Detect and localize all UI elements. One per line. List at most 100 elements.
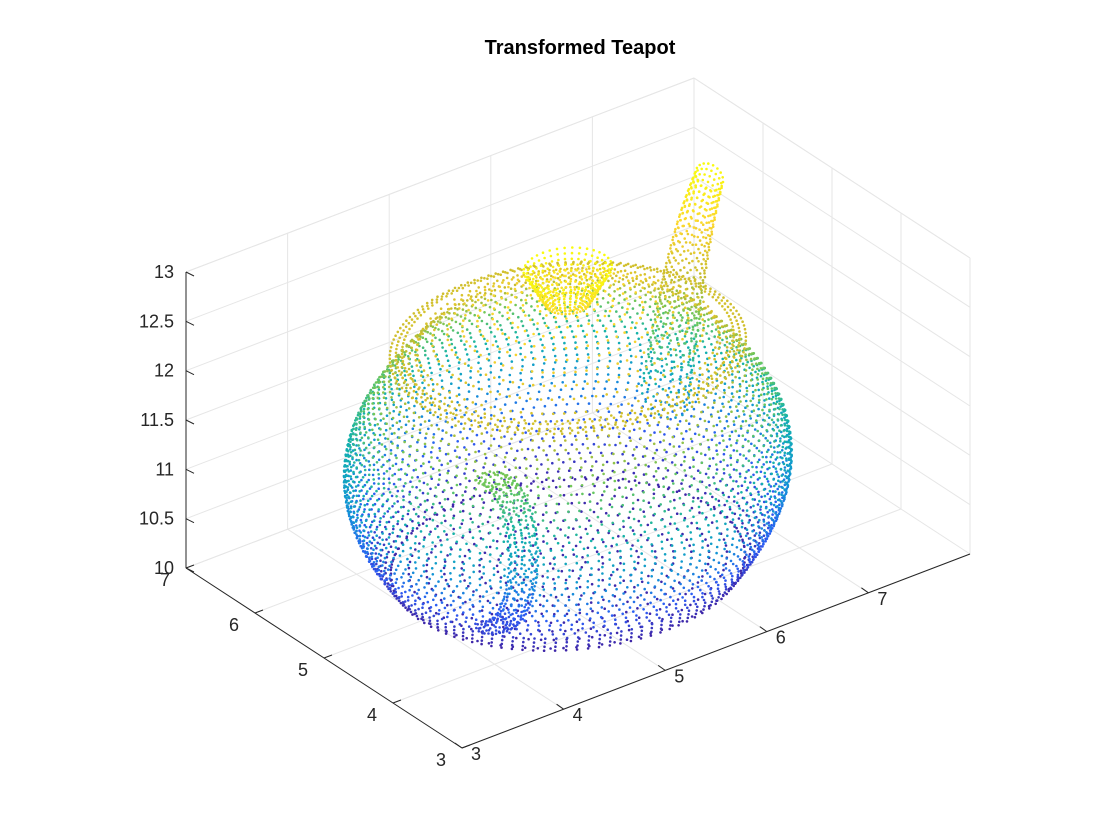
teapot-point <box>659 291 663 294</box>
teapot-point <box>646 602 649 606</box>
teapot-point <box>533 357 537 361</box>
teapot-point <box>576 293 579 297</box>
teapot-point <box>431 304 434 307</box>
teapot-point <box>634 484 638 487</box>
teapot-point <box>644 400 647 403</box>
teapot-point <box>608 577 611 580</box>
teapot-point <box>628 510 632 514</box>
teapot-point <box>434 336 437 340</box>
teapot-point <box>629 526 632 529</box>
teapot-point <box>551 265 555 269</box>
teapot-point <box>446 611 450 615</box>
teapot-point <box>690 233 694 237</box>
teapot-point <box>353 531 357 534</box>
teapot-point <box>407 393 410 397</box>
teapot-point <box>568 569 571 572</box>
teapot-point <box>590 254 594 257</box>
teapot-point <box>693 352 697 355</box>
teapot-point <box>642 308 645 312</box>
teapot-point <box>526 447 530 451</box>
teapot-point <box>511 312 515 316</box>
teapot-point <box>435 301 439 304</box>
teapot-point <box>499 368 503 372</box>
teapot-point <box>384 447 388 451</box>
teapot-point <box>566 419 570 423</box>
teapot-point <box>631 501 635 505</box>
teapot-point <box>562 493 566 497</box>
teapot-point <box>521 648 524 652</box>
teapot-point <box>430 567 434 570</box>
teapot-point <box>573 632 577 635</box>
teapot-point <box>532 406 536 409</box>
teapot-point <box>642 473 646 476</box>
teapot-point <box>496 390 500 393</box>
teapot-point <box>653 336 657 339</box>
teapot-point <box>581 308 585 312</box>
teapot-point <box>421 472 425 475</box>
teapot-point <box>516 599 519 602</box>
teapot-point <box>423 510 427 514</box>
teapot-point <box>398 410 402 414</box>
teapot-point <box>363 523 367 527</box>
teapot-point <box>581 492 584 496</box>
teapot-point <box>361 404 364 408</box>
teapot-point <box>459 580 462 583</box>
teapot-point <box>611 536 615 540</box>
teapot-point <box>564 353 568 357</box>
teapot-point <box>649 346 653 350</box>
teapot-point <box>456 331 460 335</box>
teapot-point <box>531 544 535 547</box>
teapot-point <box>446 481 450 484</box>
teapot-point <box>592 427 596 430</box>
teapot-point <box>489 292 493 296</box>
teapot-point <box>430 551 433 554</box>
teapot-point <box>502 604 506 608</box>
teapot-point <box>375 525 379 529</box>
teapot-point <box>666 538 669 541</box>
teapot-point <box>369 423 372 427</box>
teapot-point <box>464 490 467 493</box>
teapot-point <box>702 285 705 289</box>
teapot-point <box>606 407 609 410</box>
teapot-point <box>624 620 628 624</box>
teapot-point <box>574 335 578 338</box>
teapot-point <box>480 403 483 407</box>
teapot-point <box>583 335 587 338</box>
teapot-point <box>376 438 380 442</box>
teapot-point <box>409 502 413 505</box>
teapot-point <box>509 489 513 493</box>
teapot-point <box>391 550 395 554</box>
teapot-point <box>504 617 508 620</box>
teapot-point <box>524 264 527 267</box>
teapot-point <box>589 468 593 472</box>
teapot-point <box>531 556 535 559</box>
teapot-point <box>494 629 498 632</box>
teapot-point <box>534 581 538 584</box>
teapot-point <box>667 386 671 390</box>
teapot-point <box>553 271 556 274</box>
teapot-point <box>359 410 363 413</box>
teapot-point <box>433 328 436 332</box>
teapot-point <box>464 411 468 414</box>
teapot-point <box>492 284 495 288</box>
teapot-point <box>510 366 514 370</box>
teapot-point <box>428 619 432 622</box>
teapot-point <box>446 603 449 607</box>
teapot-point <box>653 318 657 321</box>
teapot-point <box>669 281 673 284</box>
teapot-point <box>675 427 679 431</box>
teapot-point <box>393 553 397 557</box>
teapot-point <box>425 301 429 305</box>
teapot-point <box>495 564 499 568</box>
teapot-point <box>353 448 357 452</box>
teapot-point <box>611 521 614 525</box>
teapot-point <box>365 480 369 484</box>
teapot-point <box>506 306 510 309</box>
teapot-point <box>601 266 605 270</box>
teapot-point <box>697 190 701 193</box>
teapot-point <box>545 609 548 613</box>
teapot-point <box>452 632 456 635</box>
teapot-point <box>512 526 516 529</box>
teapot-point <box>402 572 405 575</box>
teapot-point <box>599 416 602 419</box>
